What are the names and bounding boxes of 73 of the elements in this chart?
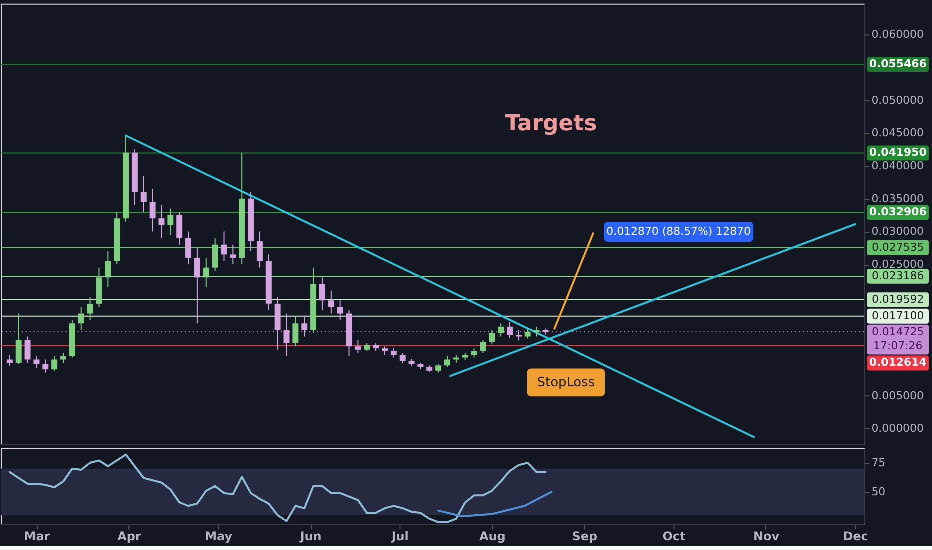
candlestick — [212, 238, 218, 272]
candlestick — [444, 356, 450, 368]
candlestick — [256, 231, 263, 268]
candlestick — [60, 352, 66, 364]
ref-line-label: 0.019592 — [872, 293, 924, 306]
x-tick-label: Jul — [390, 530, 409, 544]
y-tick-label: 0.045000 — [872, 126, 924, 140]
candlestick — [16, 313, 22, 365]
y-tick-label: 0.000000 — [872, 422, 924, 436]
candlestick — [168, 208, 174, 236]
candlestick — [480, 340, 486, 354]
y-tick-label: 50 — [872, 486, 886, 499]
ref-line-label: 0.012614 — [869, 356, 928, 370]
x-tick-label: Dec — [843, 530, 868, 544]
y-tick-label: 0.005000 — [872, 389, 924, 402]
candlestick — [507, 322, 513, 339]
candlestick — [203, 257, 210, 288]
candlestick — [471, 348, 478, 358]
y-tick-label: 0.035000 — [872, 192, 924, 206]
ref-line-label: 0.014725 17:07:26 — [872, 325, 924, 352]
candlestick — [42, 359, 49, 374]
ref-line-label: 0.055466 — [869, 57, 928, 70]
x-tick-label: Apr — [118, 530, 142, 544]
candlestick — [355, 340, 362, 354]
candlestick — [24, 336, 31, 364]
candlestick — [516, 330, 522, 342]
candlestick — [328, 290, 334, 314]
candlestick — [489, 330, 496, 346]
ref-line-label: 0.017100 — [872, 309, 924, 322]
candlestick — [34, 356, 40, 369]
y-tick-label: 75 — [872, 456, 886, 470]
candlestick — [284, 313, 290, 357]
ref-line-label: 0.027535 — [872, 240, 924, 254]
candlestick — [158, 204, 165, 239]
candlestick — [524, 328, 531, 340]
candlestick — [52, 356, 58, 372]
candlestick — [105, 250, 112, 288]
x-tick-label: Sep — [572, 530, 598, 544]
candlestick — [534, 326, 540, 338]
ref-line-label: 0.041950 — [869, 146, 928, 160]
x-tick-label: Oct — [662, 530, 686, 544]
candlestick — [337, 300, 344, 321]
y-tick-label: 0.060000 — [872, 28, 924, 42]
y-tick-label: 0.025000 — [872, 258, 924, 272]
line-series — [438, 491, 553, 518]
candlestick — [176, 212, 183, 246]
x-tick-label: May — [205, 530, 233, 544]
y-tick-label: 0.050000 — [872, 94, 924, 107]
candlestick — [319, 277, 326, 311]
candlestick — [498, 323, 504, 338]
candlestick — [400, 352, 406, 364]
candlestick — [87, 296, 94, 321]
y-tick-label: 0.040000 — [872, 160, 924, 173]
x-tick-label: Aug — [479, 530, 506, 544]
candlestick — [292, 316, 299, 348]
candlestick — [194, 248, 200, 324]
candlestick — [140, 175, 147, 213]
x-tick-label: Mar — [24, 530, 50, 544]
annotation: StopLoss — [537, 376, 596, 391]
y-tick-label: 0.030000 — [872, 225, 924, 238]
x-tick-label: Jun — [299, 530, 322, 544]
candlestick — [390, 348, 397, 358]
candlestick — [78, 306, 84, 331]
candlestick — [302, 316, 308, 338]
annotation: 0.012870 (88.57%) 12870 — [606, 225, 752, 238]
candlestick — [6, 354, 13, 367]
ref-line-label: 0.023186 — [872, 269, 924, 282]
candlestick — [186, 231, 192, 266]
x-tick-label: Nov — [753, 530, 780, 544]
candlestick — [150, 188, 156, 232]
annotation: Targets — [505, 111, 598, 136]
ref-line-label: 0.032906 — [869, 206, 928, 219]
candlestick — [230, 244, 236, 266]
